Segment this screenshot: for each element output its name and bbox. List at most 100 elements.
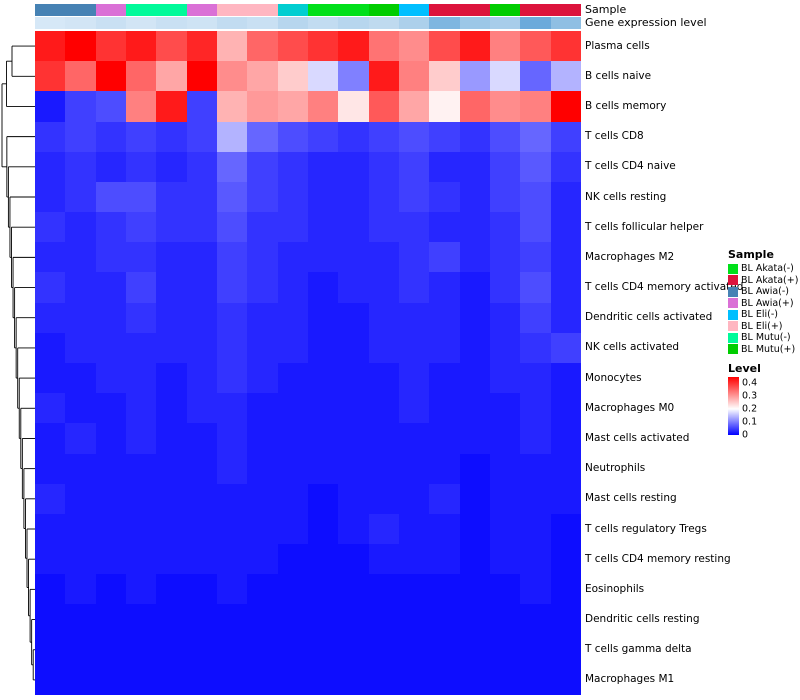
heatmap-cell bbox=[217, 483, 248, 514]
heatmap-cell bbox=[156, 242, 187, 273]
heatmap-cell bbox=[95, 634, 126, 665]
legend-swatch-icon bbox=[728, 344, 738, 355]
heatmap-cell bbox=[95, 272, 126, 303]
heatmap-cell bbox=[399, 513, 430, 545]
annotation-cell bbox=[429, 4, 460, 16]
heatmap-cell bbox=[65, 242, 96, 273]
heatmap-cell bbox=[35, 121, 66, 152]
heatmap-cell bbox=[186, 272, 217, 303]
legend-swatch-icon bbox=[728, 321, 738, 332]
heatmap-cell bbox=[126, 634, 157, 665]
heatmap-cell bbox=[429, 604, 460, 635]
heatmap-cell bbox=[459, 332, 490, 363]
heatmap-cell bbox=[399, 302, 430, 333]
heatmap-cell bbox=[95, 362, 126, 394]
heatmap-cell bbox=[156, 302, 187, 333]
heatmap-cell bbox=[35, 423, 66, 454]
heatmap-cell bbox=[247, 574, 278, 605]
heatmap-cell bbox=[247, 212, 278, 243]
heatmap-cell bbox=[126, 604, 157, 635]
heatmap-cell bbox=[399, 634, 430, 665]
heatmap-cell bbox=[490, 604, 521, 635]
heatmap-cell bbox=[95, 604, 126, 635]
heatmap-cell bbox=[459, 393, 490, 424]
heatmap-cell bbox=[186, 31, 217, 62]
heatmap-cell bbox=[186, 513, 217, 545]
heatmap-cell bbox=[490, 121, 521, 152]
heatmap-cell bbox=[550, 423, 581, 454]
heatmap-cell bbox=[65, 151, 96, 182]
heatmap-cell bbox=[247, 393, 278, 424]
heatmap-cell bbox=[368, 181, 399, 213]
sample-legend-entry: BL Awia(+) bbox=[728, 298, 800, 310]
heatmap-cell bbox=[459, 302, 490, 333]
annotation-cell bbox=[520, 4, 551, 16]
heatmap-cell bbox=[186, 544, 217, 575]
heatmap-cell bbox=[277, 362, 308, 394]
heatmap-cell bbox=[308, 212, 339, 243]
heatmap-cell bbox=[308, 151, 339, 182]
row-label: B cells memory bbox=[585, 99, 667, 112]
heatmap-cell bbox=[277, 483, 308, 514]
heatmap-cell bbox=[95, 61, 126, 92]
annotation-cell bbox=[338, 17, 369, 29]
heatmap-cell bbox=[95, 332, 126, 363]
heatmap-cell bbox=[520, 242, 551, 273]
heatmap-cell bbox=[277, 574, 308, 605]
heatmap-cell bbox=[35, 513, 66, 545]
legend-entry-label: BL Eli(-) bbox=[741, 309, 778, 321]
heatmap-cell bbox=[156, 151, 187, 182]
heatmap-cell bbox=[65, 121, 96, 152]
heatmap-cell bbox=[65, 544, 96, 575]
heatmap-cell bbox=[550, 574, 581, 605]
heatmap-cell bbox=[550, 212, 581, 243]
heatmap-cell bbox=[459, 513, 490, 545]
heatmap-cell bbox=[217, 332, 248, 363]
heatmap-cell bbox=[156, 91, 187, 122]
heatmap-cell bbox=[277, 453, 308, 484]
heatmap-cell bbox=[429, 513, 460, 545]
heatmap-cell bbox=[126, 664, 157, 695]
heatmap-cell bbox=[35, 483, 66, 514]
level-tick: 0.3 bbox=[742, 390, 758, 402]
heatmap-cell bbox=[429, 664, 460, 695]
heatmap-cell bbox=[247, 604, 278, 635]
heatmap-cell bbox=[186, 453, 217, 484]
heatmap-cell bbox=[368, 332, 399, 363]
heatmap-cell bbox=[217, 393, 248, 424]
heatmap-cell bbox=[95, 453, 126, 484]
heatmap-cell bbox=[65, 393, 96, 424]
heatmap-cell bbox=[65, 634, 96, 665]
heatmap-cell bbox=[338, 423, 369, 454]
heatmap-cell bbox=[35, 302, 66, 333]
heatmap-cell bbox=[550, 242, 581, 273]
heatmap-cell bbox=[520, 302, 551, 333]
annotation-cell bbox=[490, 17, 521, 29]
heatmap-cell bbox=[247, 31, 278, 62]
heatmap-cell bbox=[490, 302, 521, 333]
sample-legend-entry: BL Mutu(-) bbox=[728, 332, 800, 344]
heatmap-cell bbox=[550, 483, 581, 514]
row-label: Macrophages M2 bbox=[585, 250, 675, 263]
row-label: T cells regulatory Tregs bbox=[585, 522, 707, 535]
heatmap-cell bbox=[35, 181, 66, 213]
heatmap-cell bbox=[338, 664, 369, 695]
heatmap-cell bbox=[550, 91, 581, 122]
heatmap-cell bbox=[490, 423, 521, 454]
heatmap-cell bbox=[156, 362, 187, 394]
row-label: T cells CD8 bbox=[585, 130, 644, 143]
row-label: T cells CD4 naive bbox=[585, 160, 676, 173]
heatmap-cell bbox=[156, 544, 187, 575]
legend-entry-label: BL Mutu(+) bbox=[741, 343, 796, 355]
sample-legend: Sample BL Akata(-) BL Akata(+) BL Awia(-) B… bbox=[728, 248, 800, 355]
heatmap-cell bbox=[277, 242, 308, 273]
heatmap-cell bbox=[95, 393, 126, 424]
heatmap-cell bbox=[156, 574, 187, 605]
heatmap-cell bbox=[95, 664, 126, 695]
heatmap-cell bbox=[35, 362, 66, 394]
annotation-cell bbox=[156, 4, 187, 16]
heatmap-cell bbox=[399, 483, 430, 514]
heatmap-cell bbox=[490, 574, 521, 605]
heatmap-cell bbox=[126, 242, 157, 273]
